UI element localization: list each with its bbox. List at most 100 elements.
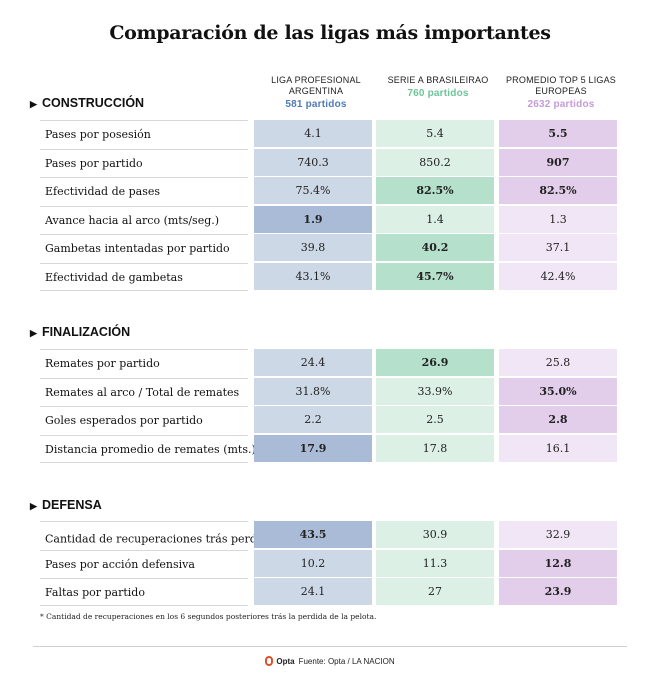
value-cell-argentina: 740.3 (254, 148, 372, 176)
table-row: Efectividad de pases 75.4% 82.5% 82.5% (40, 177, 620, 205)
column-name: SERIE A BRASILEIRAO (387, 75, 489, 85)
column-header-europa: PROMEDIO TOP 5 LIGAS EUROPEAS 2632 parti… (499, 75, 623, 110)
table-row: Goles esperados por partido 2.2 2.5 2.8 (40, 406, 620, 434)
value-cell-brasil: 17.8 (376, 434, 494, 462)
caret-right-icon: ▶ (30, 99, 37, 109)
row-label: Efectividad de pases (40, 177, 248, 205)
column-header-brasil: SERIE A BRASILEIRAO 760 partidos (376, 75, 500, 99)
value-cell-europa: 12.8 (499, 549, 617, 577)
table-row: Pases por posesión 4.1 5.4 5.5 (40, 120, 620, 148)
column-header-argentina: LIGA PROFESIONAL ARGENTINA 581 partidos (254, 75, 378, 110)
row-label-text: Efectividad de gambetas (45, 270, 183, 284)
value-cell-brasil: 5.4 (376, 120, 494, 147)
row-label: Goles esperados por partido (40, 406, 248, 434)
row-label-text: Faltas por partido (45, 586, 145, 599)
row-label-text: Efectividad de pases (45, 185, 161, 198)
row-label-text: Avance hacia al arco (mts/seg.) (45, 213, 220, 227)
section-title: FINALIZACIÓN (42, 325, 131, 339)
table-row: Pases por acción defensiva 10.2 11.3 12.8 (40, 549, 620, 578)
value-cell-brasil: 40.2 (376, 234, 494, 261)
source-line: Opta Fuente: Opta / LA NACION (0, 656, 660, 666)
value-cell-europa: 5.5 (499, 120, 617, 147)
table-row: Remates por partido 24.4 26.9 25.8 (40, 349, 620, 377)
value-cell-argentina: 31.8% (254, 377, 372, 405)
column-name: LIGA PROFESIONAL ARGENTINA (271, 75, 361, 96)
value-cell-europa: 82.5% (499, 177, 617, 204)
row-label: Remates por partido (40, 349, 248, 377)
value-cell-europa: 23.9 (499, 578, 617, 605)
value-cell-europa: 1.3 (499, 205, 617, 233)
source-brand: Opta (276, 657, 295, 666)
table-row: Gambetas intentadas por partido 39.8 40.2 3… (40, 234, 620, 262)
section-heading: ▶ DEFENSA (30, 498, 102, 512)
table-row: Remates al arco / Total de remates 31.8% 3… (40, 377, 620, 406)
value-cell-europa: 35.0% (499, 377, 617, 405)
value-cell-brasil: 27 (376, 578, 494, 605)
row-label: Efectividad de gambetas (40, 262, 248, 291)
row-label: Faltas por partido (40, 578, 248, 606)
section-title: DEFENSA (42, 498, 102, 512)
value-cell-brasil: 1.4 (376, 205, 494, 233)
section-heading: ▶ CONSTRUCCIÓN (30, 96, 144, 110)
column-count: 581 partidos (285, 99, 347, 110)
column-count: 2632 partidos (527, 99, 595, 110)
value-cell-europa: 32.9 (499, 521, 617, 548)
value-cell-argentina: 1.9 (254, 205, 372, 233)
table-row: Efectividad de gambetas 43.1% 45.7% 42.4% (40, 262, 620, 291)
row-label: Distancia promedio de remates (mts.) (40, 434, 256, 463)
section-heading: ▶ FINALIZACIÓN (30, 325, 130, 339)
table-row: Avance hacia al arco (mts/seg.) 1.9 1.4 1.3 (40, 205, 620, 234)
value-cell-argentina: 39.8 (254, 234, 372, 261)
source-text: Fuente: Opta / LA NACION (298, 657, 395, 666)
value-cell-europa: 37.1 (499, 234, 617, 261)
caret-right-icon: ▶ (30, 328, 37, 338)
value-cell-argentina: 17.9 (254, 434, 372, 462)
row-label-text: Pases por posesión (45, 128, 151, 141)
value-cell-argentina: 24.4 (254, 349, 372, 376)
row-label-text: Remates por partido (45, 357, 160, 370)
row-label-text: Remates al arco / Total de remates (45, 385, 240, 399)
caret-right-icon: ▶ (30, 501, 37, 511)
row-label-text: Pases por partido (45, 156, 143, 170)
footnote: * Cantidad de recuperaciones en los 6 se… (40, 612, 377, 621)
value-cell-brasil: 2.5 (376, 406, 494, 433)
value-cell-argentina: 24.1 (254, 578, 372, 605)
value-cell-argentina: 43.1% (254, 262, 372, 290)
value-cell-brasil: 82.5% (376, 177, 494, 204)
table-row: Faltas por partido 24.1 27 23.9 (40, 578, 620, 606)
chart-title: Comparación de las ligas más importantes (109, 22, 551, 44)
row-label: Pases por posesión (40, 120, 248, 148)
value-cell-argentina: 43.5 (254, 521, 372, 548)
value-cell-europa: 42.4% (499, 262, 617, 290)
row-label-text: Pases por acción defensiva (45, 557, 195, 571)
column-name: PROMEDIO TOP 5 LIGAS EUROPEAS (505, 75, 617, 96)
section-title: CONSTRUCCIÓN (42, 96, 145, 110)
value-cell-brasil: 33.9% (376, 377, 494, 405)
opta-logo-icon (265, 656, 274, 666)
value-cell-argentina: 10.2 (254, 549, 372, 577)
row-label-text: Distancia promedio de remates (mts.) (45, 442, 256, 456)
value-cell-europa: 2.8 (499, 406, 617, 433)
row-label-text: Cantidad de recuperaciones trás perdida (45, 532, 274, 546)
column-count: 760 partidos (407, 88, 469, 99)
footer-divider (33, 646, 627, 647)
value-cell-brasil: 26.9 (376, 349, 494, 376)
value-cell-brasil: 45.7% (376, 262, 494, 290)
value-cell-brasil: 850.2 (376, 148, 494, 176)
value-cell-brasil: 30.9 (376, 521, 494, 548)
row-label: Cantidad de recuperaciones trás perdida* (40, 521, 277, 549)
value-cell-argentina: 75.4% (254, 177, 372, 204)
value-cell-argentina: 2.2 (254, 406, 372, 433)
row-label-text: Goles esperados por partido (45, 414, 203, 427)
row-label: Pases por partido (40, 148, 248, 177)
value-cell-europa: 25.8 (499, 349, 617, 376)
table-row: Pases por partido 740.3 850.2 907 (40, 148, 620, 177)
table-row: Cantidad de recuperaciones trás perdida*… (40, 521, 620, 549)
value-cell-europa: 907 (499, 148, 617, 176)
value-cell-argentina: 4.1 (254, 120, 372, 147)
row-label: Avance hacia al arco (mts/seg.) (40, 205, 248, 234)
row-label: Pases por acción defensiva (40, 549, 248, 578)
value-cell-europa: 16.1 (499, 434, 617, 462)
row-label-text: Gambetas intentadas por partido (45, 242, 230, 255)
row-label: Gambetas intentadas por partido (40, 234, 248, 262)
